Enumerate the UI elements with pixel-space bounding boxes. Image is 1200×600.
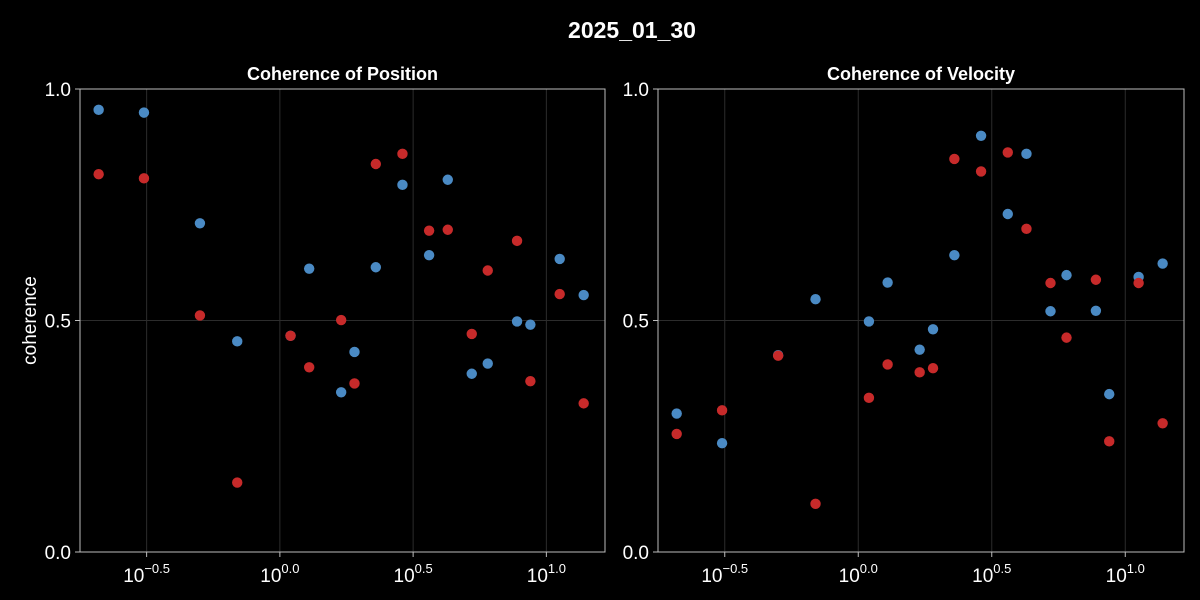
scatter-point — [194, 218, 206, 229]
scatter-point — [949, 153, 960, 165]
scatter-point — [554, 288, 565, 300]
x-tick-label: 10−0.5 — [701, 561, 748, 587]
scatter-point — [525, 319, 536, 330]
y-tick-label: 0.5 — [45, 312, 71, 333]
scatter-point — [525, 375, 536, 387]
scatter-point — [914, 344, 925, 355]
scatter-point — [442, 224, 453, 235]
scatter-point — [511, 235, 523, 247]
scatter-point — [93, 104, 104, 116]
scatter-point — [949, 250, 960, 261]
scatter-point — [482, 358, 493, 369]
scatter-point — [1157, 258, 1168, 269]
scatter-point — [349, 346, 360, 358]
scatter-point — [975, 166, 987, 177]
scatter-point — [303, 263, 315, 274]
scatter-point — [1021, 148, 1032, 160]
scatter-point — [927, 362, 939, 374]
panel-title: Coherence of Position — [247, 64, 438, 84]
scatter-point — [1045, 306, 1056, 317]
panel-velocity: Coherence of Velocity 0.0 0.5 1.0 10−0.5 100.… — [623, 64, 1185, 587]
scatter-point — [482, 265, 493, 276]
scatter-point — [285, 330, 296, 341]
scatter-point — [1002, 208, 1013, 220]
scatter-point — [1061, 332, 1072, 343]
scatter-point — [882, 359, 893, 370]
panel-position: Coherence of Position 0.0 0.5 1.0 10−0.5 100.… — [20, 64, 606, 587]
scatter-point — [232, 336, 243, 347]
scatter-point — [671, 408, 682, 419]
scatter-point — [138, 173, 150, 184]
scatter-point — [975, 130, 987, 141]
x-tick-label: 100.5 — [972, 561, 1011, 587]
scatter-point — [772, 350, 784, 361]
scatter-point — [1090, 305, 1102, 316]
scatter-point — [423, 225, 435, 236]
scatter-point — [716, 405, 728, 416]
y-tick-label: 0.5 — [623, 312, 649, 333]
x-tick-label: 101.0 — [1106, 561, 1145, 587]
x-tick-label: 100.5 — [394, 561, 433, 587]
scatter-point — [466, 368, 477, 379]
scatter-point — [863, 392, 875, 404]
scatter-point — [1157, 418, 1168, 429]
scatter-point — [93, 168, 104, 180]
scatter-point — [1061, 269, 1072, 281]
scatter-point — [138, 107, 150, 118]
scatter-point — [1104, 388, 1115, 400]
scatter-point — [423, 250, 435, 261]
scatter-point — [578, 398, 589, 409]
scatter-point — [442, 174, 453, 185]
scatter-point — [370, 262, 382, 273]
scatter-point — [810, 294, 821, 305]
scatter-point — [716, 437, 728, 449]
x-tick-label: 100.0 — [839, 561, 878, 587]
y-tick-label: 0.0 — [45, 543, 71, 564]
scatter-point — [1021, 223, 1032, 235]
scatter-point — [232, 477, 243, 488]
scatter-point — [1002, 147, 1013, 158]
x-tick-label: 10−0.5 — [123, 561, 170, 587]
y-tick-label: 1.0 — [45, 80, 71, 101]
scatter-point — [914, 367, 925, 378]
scatter-point — [1045, 277, 1056, 289]
scatter-point — [370, 158, 382, 170]
scatter-point — [194, 310, 206, 321]
scatter-point — [303, 362, 315, 373]
scatter-point — [810, 498, 821, 510]
scatter-point — [671, 428, 682, 440]
scatter-point — [927, 324, 939, 335]
scatter-point — [397, 179, 408, 191]
scatter-point — [1090, 274, 1102, 285]
x-tick-label: 101.0 — [527, 561, 566, 587]
scatter-point — [397, 148, 408, 160]
y-tick-label: 0.0 — [623, 543, 649, 564]
y-axis-label: coherence — [20, 276, 41, 365]
scatter-point — [335, 314, 347, 326]
scatter-point — [335, 387, 347, 398]
scatter-point — [578, 289, 589, 301]
figure-title: 2025_01_30 — [568, 17, 696, 43]
scatter-point — [554, 253, 565, 265]
scatter-point — [1133, 277, 1144, 289]
scatter-point — [349, 378, 360, 389]
scatter-point — [511, 316, 523, 327]
scatter-point — [466, 328, 477, 340]
x-tick-label: 100.0 — [260, 561, 299, 587]
y-tick-label: 1.0 — [623, 80, 649, 101]
scatter-point — [882, 277, 893, 288]
panel-title: Coherence of Velocity — [827, 64, 1015, 84]
scatter-point — [1104, 436, 1115, 447]
scatter-point — [863, 316, 875, 327]
